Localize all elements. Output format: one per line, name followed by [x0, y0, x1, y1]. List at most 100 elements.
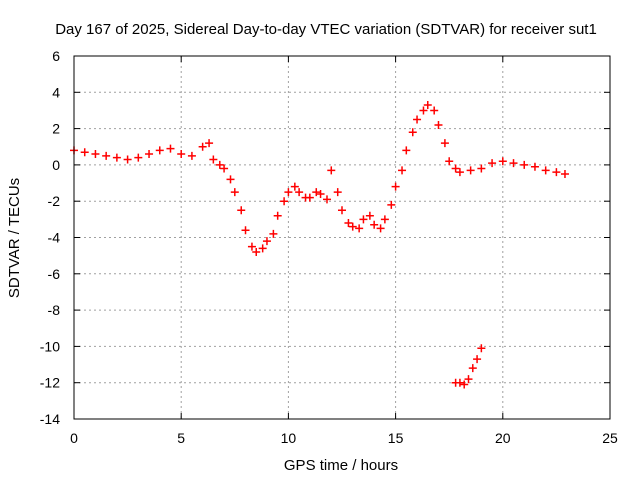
data-point — [359, 215, 368, 224]
data-point — [322, 195, 331, 204]
data-point — [445, 157, 454, 166]
data-point — [252, 248, 261, 257]
data-point — [177, 150, 186, 159]
y-tick-label: -4 — [48, 230, 61, 246]
x-tick-label: 15 — [388, 430, 404, 446]
data-point — [237, 206, 246, 215]
y-tick-label: -2 — [48, 193, 61, 209]
data-point — [541, 166, 550, 175]
data-point — [477, 164, 486, 173]
y-tick-label: 0 — [52, 157, 60, 173]
y-tick-label: -8 — [48, 302, 61, 318]
y-tick-label: 6 — [52, 48, 60, 64]
data-point — [284, 188, 293, 197]
y-tick-label: -14 — [40, 411, 60, 427]
data-point — [305, 193, 314, 202]
data-point — [145, 150, 154, 159]
data-point — [230, 188, 239, 197]
data-point — [258, 244, 267, 253]
axis-ticks: 0 5 10 15 20 25 -14 -12 -10 -8 -6 -4 -2 0 2 4 6 — [40, 48, 618, 446]
data-point — [166, 144, 175, 153]
data-point — [509, 159, 518, 168]
data-point — [327, 166, 336, 175]
data-point — [80, 148, 89, 157]
data-point — [215, 160, 224, 169]
y-tick-label: -6 — [48, 266, 61, 282]
data-point — [333, 188, 342, 197]
data-point — [365, 211, 374, 220]
chart-title: Day 167 of 2025, Sidereal Day-to-day VTE… — [55, 21, 597, 38]
data-point — [552, 168, 561, 177]
data-point — [560, 169, 569, 178]
data-point — [408, 128, 417, 137]
data-point — [91, 150, 100, 159]
y-axis-label: SDTVAR / TECUs — [6, 178, 23, 298]
data-point — [455, 378, 464, 387]
data-point — [473, 355, 482, 364]
data-point — [295, 188, 304, 197]
data-point — [355, 224, 364, 233]
data-point — [198, 142, 207, 151]
data-point — [370, 220, 379, 229]
data-point — [134, 153, 143, 162]
data-point — [402, 146, 411, 155]
x-tick-label: 20 — [495, 430, 511, 446]
data-point — [348, 222, 357, 231]
data-point — [488, 159, 497, 168]
data-point — [344, 218, 353, 227]
data-points — [70, 101, 569, 389]
data-point — [440, 139, 449, 148]
x-tick-label: 25 — [602, 430, 618, 446]
data-point — [466, 166, 475, 175]
data-point — [209, 155, 218, 164]
data-point — [434, 120, 443, 129]
data-point — [451, 164, 460, 173]
data-point — [477, 344, 486, 353]
data-point — [413, 115, 422, 124]
data-point — [455, 168, 464, 177]
x-tick-label: 0 — [70, 430, 78, 446]
x-axis-label: GPS time / hours — [284, 457, 398, 474]
data-point — [123, 155, 132, 164]
data-point — [498, 157, 507, 166]
data-point — [398, 166, 407, 175]
data-point — [520, 160, 529, 169]
data-point — [387, 200, 396, 209]
data-point — [273, 211, 282, 220]
data-point — [187, 151, 196, 160]
data-point — [226, 175, 235, 184]
data-point — [419, 106, 428, 115]
y-tick-label: 2 — [52, 121, 60, 137]
data-point — [155, 146, 164, 155]
data-point — [468, 364, 477, 373]
data-point — [391, 182, 400, 191]
data-point — [430, 106, 439, 115]
data-series — [70, 101, 569, 257]
data-point — [269, 229, 278, 238]
data-series — [451, 344, 486, 389]
data-point — [241, 226, 250, 235]
grid — [74, 56, 610, 419]
data-point — [102, 151, 111, 160]
x-tick-label: 10 — [281, 430, 297, 446]
data-point — [316, 189, 325, 198]
x-tick-label: 5 — [177, 430, 185, 446]
data-point — [380, 215, 389, 224]
data-point — [220, 164, 229, 173]
data-point — [280, 197, 289, 206]
y-tick-label: -12 — [40, 375, 60, 391]
data-point — [290, 182, 299, 191]
data-point — [312, 188, 321, 197]
data-point — [423, 101, 432, 110]
data-point — [205, 139, 214, 148]
data-point — [460, 380, 469, 389]
data-point — [464, 375, 473, 384]
y-tick-label: 4 — [52, 84, 60, 100]
data-point — [247, 242, 256, 251]
data-point — [530, 162, 539, 171]
data-point — [376, 224, 385, 233]
data-point — [112, 153, 121, 162]
data-point — [262, 237, 271, 246]
data-point — [338, 206, 346, 215]
